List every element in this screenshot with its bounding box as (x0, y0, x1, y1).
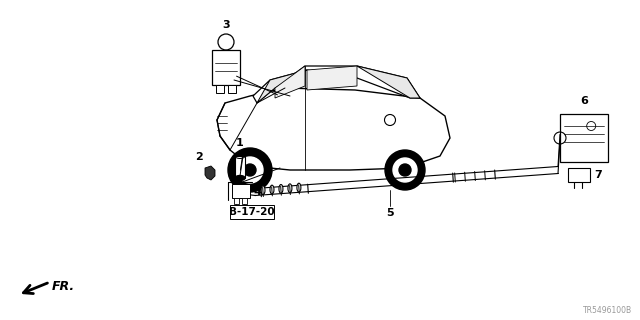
Bar (235, 156, 245, 178)
Polygon shape (275, 66, 305, 98)
Text: 1: 1 (236, 138, 244, 148)
Bar (242, 198, 247, 204)
Text: FR.: FR. (52, 279, 75, 292)
Circle shape (244, 164, 256, 176)
Bar (234, 198, 239, 204)
Bar (232, 184, 250, 198)
Bar (228, 85, 236, 93)
Bar (230, 205, 274, 219)
Text: TR5496100B: TR5496100B (583, 306, 632, 315)
Bar (216, 85, 224, 93)
Polygon shape (253, 66, 420, 103)
Polygon shape (205, 166, 215, 180)
Text: 7: 7 (594, 170, 602, 180)
Polygon shape (307, 66, 357, 90)
Text: 6: 6 (580, 96, 588, 106)
Text: 4: 4 (254, 187, 262, 197)
Ellipse shape (279, 185, 283, 193)
Bar (560, 114, 608, 162)
Ellipse shape (261, 186, 265, 195)
Text: B-17-20: B-17-20 (229, 207, 275, 217)
Polygon shape (257, 70, 307, 103)
Text: 3: 3 (222, 20, 230, 30)
Bar (212, 50, 240, 85)
Ellipse shape (288, 184, 292, 193)
Bar (568, 168, 590, 182)
Circle shape (237, 157, 263, 183)
Circle shape (228, 148, 272, 192)
Ellipse shape (297, 183, 301, 192)
Polygon shape (357, 66, 420, 98)
Circle shape (399, 164, 411, 176)
Circle shape (393, 158, 417, 182)
Ellipse shape (235, 175, 245, 180)
Polygon shape (217, 88, 450, 170)
Ellipse shape (270, 185, 274, 194)
Circle shape (385, 150, 425, 190)
Text: 5: 5 (386, 208, 394, 218)
Text: 2: 2 (195, 152, 203, 162)
